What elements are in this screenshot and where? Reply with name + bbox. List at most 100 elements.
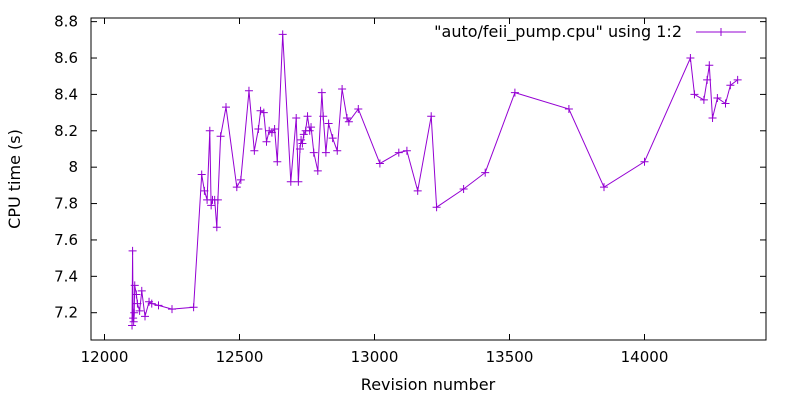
data-point xyxy=(305,126,314,135)
data-point xyxy=(250,146,259,155)
data-point xyxy=(690,90,699,99)
data-point xyxy=(354,104,363,113)
data-point xyxy=(319,112,328,121)
data-points xyxy=(128,30,742,330)
data-point xyxy=(600,183,608,192)
data-point xyxy=(705,61,714,70)
data-point xyxy=(292,114,301,123)
data-point xyxy=(317,88,326,97)
data-point xyxy=(307,123,316,132)
y-tick-label: 8.2 xyxy=(54,122,78,140)
data-point xyxy=(686,54,695,63)
data-point xyxy=(295,144,304,153)
data-point xyxy=(262,137,271,146)
data-point xyxy=(699,95,708,104)
data-point xyxy=(294,177,303,186)
y-tick-label: 7.4 xyxy=(54,267,78,285)
y-tick-label: 8.6 xyxy=(54,49,78,67)
x-tick-label: 12000 xyxy=(81,348,129,366)
data-point xyxy=(510,88,519,97)
data-point xyxy=(244,86,253,95)
data-point xyxy=(147,299,156,308)
data-point xyxy=(213,195,222,204)
data-point xyxy=(703,75,712,84)
data-point xyxy=(324,119,333,128)
x-tick-label: 12500 xyxy=(216,348,264,366)
data-point xyxy=(200,186,209,195)
x-tick-label: 13500 xyxy=(486,348,534,366)
data-point xyxy=(708,114,717,123)
data-point xyxy=(278,30,287,39)
data-point xyxy=(254,124,263,133)
data-point xyxy=(129,314,138,323)
data-point xyxy=(216,132,225,141)
data-point xyxy=(313,166,322,175)
x-axis-label: Revision number xyxy=(361,375,496,394)
data-point xyxy=(168,305,176,314)
data-point xyxy=(205,126,214,135)
data-point xyxy=(286,177,295,186)
data-point xyxy=(128,246,137,255)
data-point xyxy=(130,281,139,290)
data-point xyxy=(328,134,337,143)
y-tick-label: 7.6 xyxy=(54,231,78,249)
data-point xyxy=(303,112,312,121)
data-point xyxy=(129,317,138,326)
data-point xyxy=(222,103,230,112)
data-point xyxy=(413,186,422,195)
data-point xyxy=(309,148,318,157)
data-point xyxy=(432,203,441,212)
data-point xyxy=(733,75,742,84)
data-point xyxy=(135,306,144,315)
data-point xyxy=(273,157,282,166)
data-point xyxy=(481,168,490,177)
data-point xyxy=(132,290,141,299)
data-point xyxy=(726,81,735,90)
y-tick-label: 7.2 xyxy=(54,304,78,322)
legend: "auto/feii_pump.cpu" using 1:2 xyxy=(434,22,746,42)
data-point xyxy=(402,146,411,155)
data-point xyxy=(298,139,307,148)
y-tick-label: 8 xyxy=(68,158,78,176)
data-point xyxy=(394,148,403,157)
data-point xyxy=(259,108,268,117)
data-point xyxy=(721,99,730,108)
y-axis-label: CPU time (s) xyxy=(5,129,24,229)
data-point xyxy=(564,104,573,113)
data-point xyxy=(232,183,241,192)
data-point xyxy=(130,308,139,317)
data-point xyxy=(256,106,265,115)
x-axis-ticks: 12000 12500 13000 13500 14000 xyxy=(81,18,668,366)
data-point xyxy=(459,185,468,194)
data-point xyxy=(197,170,206,179)
y-tick-label: 8.4 xyxy=(54,85,78,103)
y-tick-label: 7.8 xyxy=(54,195,78,213)
legend-label: "auto/feii_pump.cpu" using 1:2 xyxy=(434,22,682,42)
data-point xyxy=(128,321,137,330)
data-point xyxy=(342,114,351,123)
data-point xyxy=(141,312,149,321)
data-point xyxy=(640,157,649,166)
data-point xyxy=(133,299,142,308)
x-tick-label: 13000 xyxy=(351,348,399,366)
data-point xyxy=(344,117,353,126)
plot-frame xyxy=(90,17,767,341)
data-point xyxy=(427,112,436,121)
y-tick-label: 8.8 xyxy=(54,13,78,31)
data-point xyxy=(713,94,722,103)
data-point xyxy=(321,148,330,157)
data-point xyxy=(137,286,146,295)
data-point xyxy=(207,201,216,210)
data-point xyxy=(338,84,347,93)
data-point xyxy=(189,303,198,312)
data-point xyxy=(154,301,163,310)
data-point xyxy=(270,124,279,133)
y-axis-ticks: 7.2 7.4 7.6 7.8 8 8.2 8.4 8.6 8.8 xyxy=(54,13,766,322)
data-point xyxy=(236,175,245,184)
data-point xyxy=(297,135,306,144)
data-point xyxy=(299,130,308,139)
data-point xyxy=(212,223,221,232)
legend-marker xyxy=(717,28,725,36)
